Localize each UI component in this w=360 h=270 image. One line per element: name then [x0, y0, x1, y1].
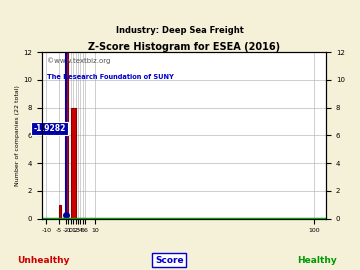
Y-axis label: Number of companies (22 total): Number of companies (22 total) [15, 85, 20, 186]
Text: Industry: Deep Sea Freight: Industry: Deep Sea Freight [116, 26, 244, 35]
Text: -1.9282: -1.9282 [33, 124, 66, 133]
Text: ©www.textbiz.org: ©www.textbiz.org [47, 57, 111, 64]
Text: Healthy: Healthy [297, 256, 337, 265]
Text: Score: Score [155, 256, 184, 265]
Text: Unhealthy: Unhealthy [17, 256, 69, 265]
Bar [59, 205, 61, 219]
Text: The Research Foundation of SUNY: The Research Foundation of SUNY [47, 74, 174, 80]
Bar [71, 107, 76, 219]
Bar [66, 52, 68, 219]
Title: Z-Score Histogram for ESEA (2016): Z-Score Histogram for ESEA (2016) [88, 42, 280, 52]
